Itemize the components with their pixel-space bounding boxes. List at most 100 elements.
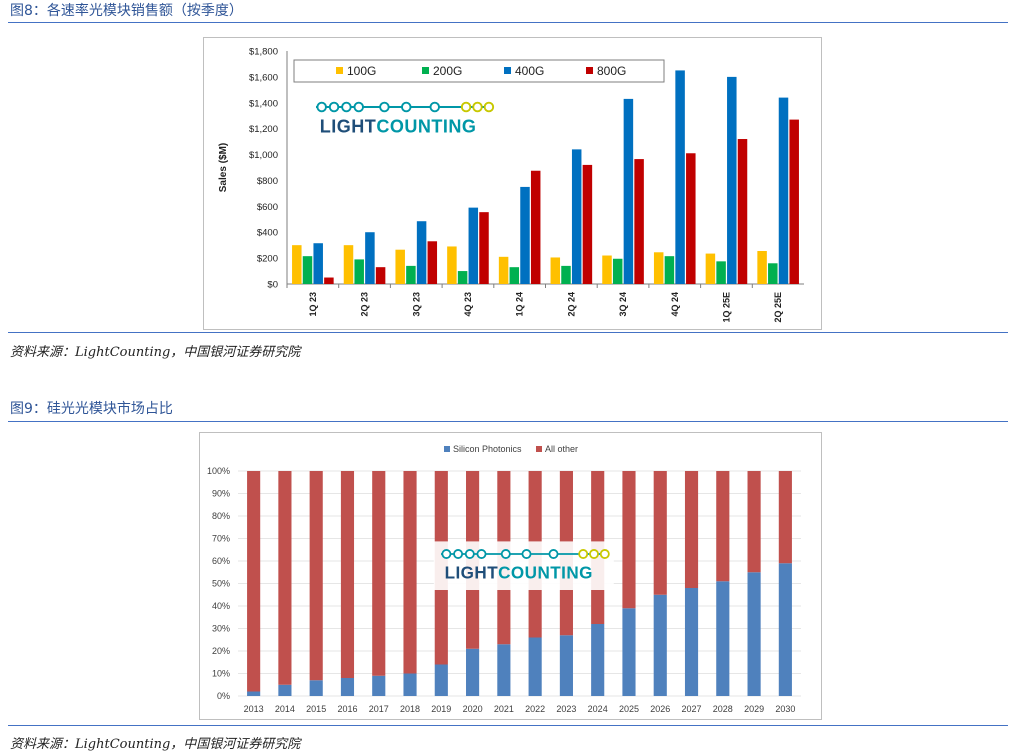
chart2-legend-label: Silicon Photonics (453, 444, 522, 454)
chart2-bar-other (309, 471, 323, 681)
chart2-bar-silicon (528, 637, 542, 696)
chart2-logo-dot (441, 549, 452, 559)
chart1-legend-swatch-100G (336, 67, 343, 74)
chart1-ylabel: Sales ($M) (218, 143, 229, 192)
chart1-logo-text-a: LIGHT (320, 117, 377, 137)
chart2-xtick-label: 2022 (525, 704, 545, 714)
chart2-legend-swatch (536, 446, 542, 452)
chart1-bar-100G (498, 256, 509, 284)
chart1-bar-200G (612, 258, 623, 284)
chart1-ytick-label: $200 (257, 254, 278, 265)
chart1-logo-dot (316, 101, 327, 113)
chart1-xtick-label: 1Q 24 (515, 292, 525, 317)
chart2-bar-other (778, 471, 792, 564)
chart2-logo-dot (599, 549, 610, 559)
chart1-logo-dot (483, 101, 495, 113)
chart2-ytick-label: 40% (212, 601, 230, 611)
chart1-bar-200G (664, 256, 675, 284)
chart2-bar-silicon (247, 691, 261, 696)
chart2-svg: 0% 10% 20% 30% 40% 50% 60% 70% 80% 90% 100% 2013 201… (207, 444, 801, 714)
chart1-legend-label-200G: 200G (433, 64, 462, 78)
chart1-ytick-label: $0 (267, 280, 278, 291)
chart1-bar-100G (550, 257, 561, 284)
chart1-bar-800G (530, 170, 541, 284)
chart2-bar-other (247, 471, 261, 692)
chart1-ytick-label: $800 (257, 176, 278, 187)
chart2-ytick-label: 50% (212, 579, 230, 589)
chart1-bar-100G (343, 245, 354, 284)
chart2-logo-text-a: LIGHT (445, 563, 499, 582)
chart1-xtick-label: 3Q 24 (618, 292, 628, 317)
chart2-bar-silicon (559, 635, 573, 696)
chart1-ytick-label: $1,600 (249, 72, 278, 83)
chart1-bar-400G (520, 186, 530, 284)
chart2-bar-other (653, 471, 667, 595)
chart1-bar-800G (737, 139, 748, 284)
chart2-bar-other (716, 471, 730, 582)
chart2-bar-other (403, 471, 417, 674)
chart1-ytick-label: $1,000 (249, 150, 278, 161)
chart2-xtick-label: 2024 (588, 704, 608, 714)
figure9-source: 资料来源：LightCounting，中国银河证券研究院 (10, 737, 301, 752)
chart2-ytick-label: 10% (212, 669, 230, 679)
chart1-bar-100G (395, 249, 405, 284)
figure8-top-rule (8, 22, 1008, 23)
chart1-bar-800G (582, 164, 593, 284)
chart2-bar-other (372, 471, 386, 676)
chart2-logo-dot (500, 549, 511, 559)
chart2-logo-dot (548, 549, 559, 559)
chart1-bar-200G (354, 259, 364, 284)
chart2-xtick-label: 2014 (275, 704, 295, 714)
chart1-logo-dot (460, 101, 472, 113)
chart1-bar-800G (479, 212, 489, 284)
chart1-bar-100G (653, 252, 664, 284)
chart1-bar-100G (705, 253, 716, 284)
chart2-logo-text: LIGHTCOUNTING (445, 563, 593, 582)
chart2-xtick-label: 2027 (682, 704, 702, 714)
chart1-bar-400G (623, 98, 634, 284)
chart1-bar-400G (313, 243, 323, 284)
chart2-bar-silicon (309, 680, 323, 696)
chart2-xtick-label: 2017 (369, 704, 389, 714)
chart2-logo-dot (476, 549, 487, 559)
chart2-bar-silicon (278, 684, 292, 696)
chart1-bar-100G (757, 250, 767, 284)
chart1-bar-200G (561, 265, 571, 284)
chart2-bar-silicon (466, 648, 480, 696)
chart1-logo-dot (429, 101, 440, 113)
chart2-ytick-label: 0% (217, 691, 230, 701)
chart1-logo-text-b: COUNTING (376, 117, 476, 137)
chart2-xtick-label: 2023 (556, 704, 576, 714)
chart1-legend-label-400G: 400G (515, 64, 544, 78)
figure9-top-rule (8, 421, 1008, 422)
chart2-logo-dot (589, 549, 599, 559)
chart1-xtick-label: 4Q 23 (463, 292, 473, 317)
chart2-ytick-label: 90% (212, 489, 230, 499)
chart2-logo-text-b: COUNTING (498, 563, 593, 582)
chart2-bar-other (684, 471, 699, 588)
chart2-ytick-label: 30% (212, 624, 230, 634)
figure9-bottom-rule (8, 725, 1008, 726)
figure8-bottom-rule (8, 332, 1008, 333)
chart2-bar-other (278, 471, 292, 685)
chart2-xtick-label: 2028 (713, 704, 733, 714)
chart2-xtick-label: 2030 (775, 704, 795, 714)
chart1-ytick-label: $1,800 (249, 47, 278, 58)
chart1-bar-400G (416, 221, 427, 284)
chart1-ytick-label: $600 (257, 202, 278, 213)
chart2-bar-silicon (403, 673, 417, 696)
chart1-logo-dot (353, 101, 364, 113)
chart1-ytick-label: $400 (257, 228, 278, 239)
chart2-bar-silicon (653, 594, 667, 696)
chart1-bar-400G (365, 232, 375, 284)
chart1-logo-dot (328, 101, 340, 113)
chart2-logo-dot (578, 549, 589, 559)
chart2-bar-other (622, 471, 636, 609)
chart2-legend-label: All other (545, 444, 578, 454)
chart1-logo: LIGHTCOUNTING (308, 93, 499, 145)
figure8-title: 图8：各速率光模块销售额（按季度） (10, 3, 243, 19)
chart2-legend-swatch (444, 446, 450, 452)
chart2-frame: 0% 10% 20% 30% 40% 50% 60% 70% 80% 90% 100% 2013 201… (199, 432, 822, 720)
chart1-logo-text: LIGHTCOUNTING (320, 117, 477, 137)
chart1-bar-400G (727, 76, 737, 284)
